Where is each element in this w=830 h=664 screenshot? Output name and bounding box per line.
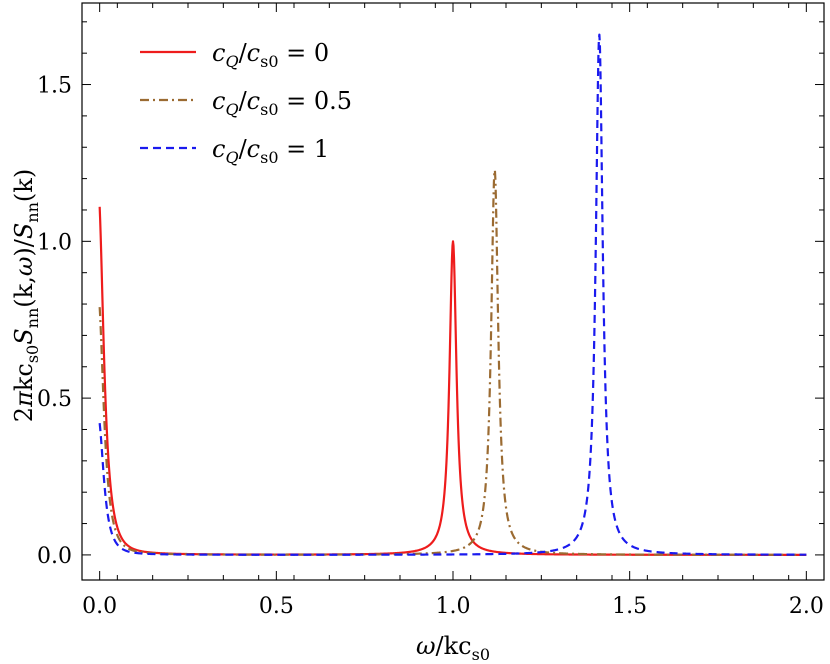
y-axis-title-part1: 2 <box>10 407 38 422</box>
legend-label-part: = 0 <box>279 39 330 67</box>
series-line-2 <box>98 33 807 556</box>
legend-label-part: / <box>239 39 248 67</box>
y-axis-title-part5: (k) <box>10 169 38 202</box>
y-axis-title: 2πkcs0Snn(k,ω)/Snn(k) <box>10 169 42 422</box>
legend-label-part: / <box>239 135 248 163</box>
axis-ticks: 0.0 0.5 1.0 1.5 2.0 0.0 0.5 1.0 1.5 <box>37 3 825 619</box>
legend-label-part: c <box>247 135 260 163</box>
y-axis-title-sub3: nn <box>23 202 42 223</box>
legend-label-part: s0 <box>260 148 278 167</box>
plot-frame <box>81 2 825 581</box>
y-tick-label-3: 1.5 <box>37 74 72 99</box>
x-tick-label-1: 0.5 <box>259 594 294 619</box>
legend-label-part: s0 <box>260 100 278 119</box>
x-tick-label-2: 1.0 <box>436 594 471 619</box>
x-tick-label-0: 0.0 <box>82 594 117 619</box>
series-line-1 <box>98 169 807 556</box>
y-axis-title-pi: π <box>10 390 38 408</box>
legend-label-part: c <box>212 135 225 163</box>
x-axis-title-sub: s0 <box>472 645 490 664</box>
legend-label-part: Q <box>225 52 238 71</box>
y-axis-title-omega: ω <box>10 257 38 277</box>
y-axis-title-part2: kc <box>10 363 38 391</box>
y-axis-title-S2: S <box>10 223 38 239</box>
curves-layer <box>98 33 807 556</box>
x-tick-label-3: 1.5 <box>612 594 647 619</box>
y-axis-title-part3: (k, <box>10 276 38 308</box>
x-tick-label-4: 2.0 <box>789 594 824 619</box>
legend-label-part: Q <box>225 148 238 167</box>
legend-label-part: Q <box>225 100 238 119</box>
y-axis-title-sub2: nn <box>23 308 42 329</box>
legend-label-part: c <box>247 87 260 115</box>
legend-label-part: c <box>212 39 225 67</box>
x-axis-title: ω/kcs0 <box>416 632 490 664</box>
series-line-0 <box>98 206 807 556</box>
y-tick-label-1: 0.5 <box>37 387 72 412</box>
legend-label-2: cQ/cs0 = 1 <box>212 135 329 167</box>
legend-label-part: / <box>239 87 248 115</box>
x-axis-title-omega: ω <box>416 632 436 660</box>
x-axis-title-base: /kc <box>436 632 472 660</box>
legend: cQ/cs0 = 0cQ/cs0 = 0.5cQ/cs0 = 1 <box>140 39 352 167</box>
y-tick-label-2: 1.0 <box>37 230 72 255</box>
legend-label-0: cQ/cs0 = 0 <box>212 39 329 71</box>
legend-label-1: cQ/cs0 = 0.5 <box>212 87 352 119</box>
y-axis-title-part4: )/ <box>10 238 38 256</box>
legend-label-part: s0 <box>260 52 278 71</box>
legend-label-part: c <box>247 39 260 67</box>
y-axis-title-sub1: s0 <box>23 345 42 363</box>
y-tick-label-0: 0.0 <box>37 544 72 569</box>
y-axis-title-S1: S <box>10 328 38 344</box>
legend-label-part: c <box>212 87 225 115</box>
legend-label-part: = 0.5 <box>279 87 353 115</box>
legend-label-part: = 1 <box>279 135 330 163</box>
